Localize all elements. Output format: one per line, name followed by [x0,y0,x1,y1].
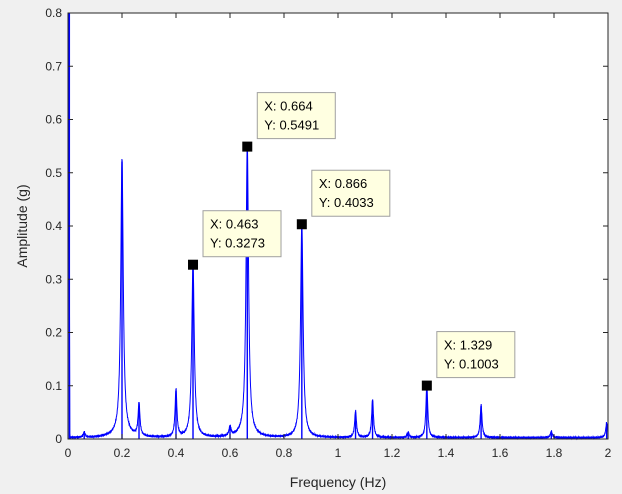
datatip-y-label: Y: 0.3273 [210,236,265,251]
y-tick-label: 0.8 [45,6,62,20]
x-tick-label: 1 [335,446,342,460]
x-axis: 0 0.2 0.4 0.6 0.8 1 1.2 1.4 1.6 1.8 2 [65,13,612,460]
y-axis: 0 0.1 0.2 0.3 0.4 0.5 0.6 0.7 0.8 [45,6,608,446]
y-tick-label: 0 [55,432,62,446]
datatip-marker[interactable] [242,141,253,152]
datatip-y-label: Y: 0.1003 [444,357,499,372]
datatip-x-label: X: 0.463 [210,217,258,232]
x-tick-label: 0.2 [114,446,131,460]
datatip[interactable]: X: 0.463 Y: 0.3273 [188,210,282,270]
y-tick-label: 0.4 [45,219,62,233]
plot-area [68,13,608,439]
y-tick-label: 0.7 [45,59,62,73]
x-axis-label: Frequency (Hz) [290,474,386,490]
datatip-box [202,210,282,258]
datatip-x-label: X: 1.329 [444,338,492,353]
datatip[interactable]: X: 0.866 Y: 0.4033 [296,169,391,230]
datatip-x-label: X: 0.866 [319,176,367,191]
y-axis-label: Amplitude (g) [14,184,30,267]
x-tick-label: 0.8 [276,446,293,460]
datatips: X: 0.664 Y: 0.5491 X: 0.866 Y: 0.4033 X: 0.4… [188,92,516,391]
datatip-marker[interactable] [296,219,307,230]
y-tick-label: 0.2 [45,326,62,340]
datatip-box [311,169,391,217]
x-tick-label: 0.6 [222,446,239,460]
x-tick-label: 1.4 [438,446,455,460]
datatip[interactable]: X: 0.664 Y: 0.5491 [242,92,336,152]
datatip[interactable]: X: 1.329 Y: 0.1003 [421,331,516,391]
y-tick-label: 0.5 [45,166,62,180]
x-tick-label: 2 [605,446,612,460]
x-tick-label: 1.8 [546,446,563,460]
datatip-box [436,331,516,379]
y-tick-label: 0.6 [45,113,62,127]
datatip-box [256,92,336,140]
x-tick-label: 0.4 [168,446,185,460]
y-tick-label: 0.3 [45,272,62,286]
datatip-marker[interactable] [188,259,199,270]
x-tick-label: 0 [65,446,72,460]
datatip-x-label: X: 0.664 [264,99,312,114]
x-tick-label: 1.2 [384,446,401,460]
spectrum-line [67,12,609,441]
y-tick-label: 0.1 [45,379,62,393]
datatip-marker[interactable] [421,380,432,391]
datatip-y-label: Y: 0.5491 [264,118,319,133]
x-tick-label: 1.6 [492,446,509,460]
datatip-y-label: Y: 0.4033 [319,195,374,210]
